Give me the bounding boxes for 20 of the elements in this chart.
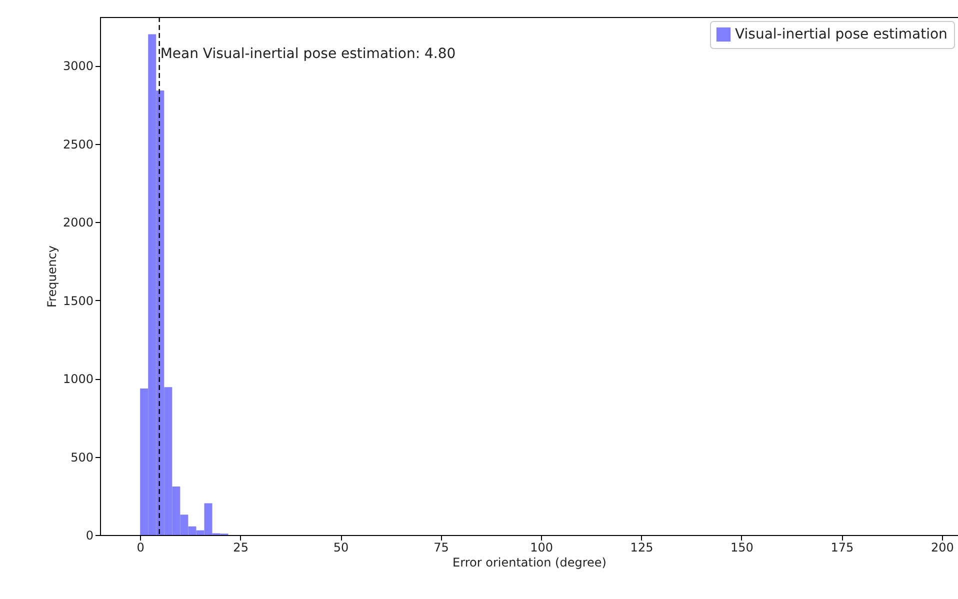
x-tick-label: 25 [233,540,248,554]
x-tick-label: 75 [434,540,449,554]
y-tick-label: 1500 [62,294,94,308]
x-tick-label: 200 [931,540,954,554]
y-tick-label: 500 [70,450,94,464]
legend-label: Visual-inertial pose estimation [735,26,948,42]
x-tick-label: 125 [630,540,654,554]
y-tick-label: 3000 [62,59,94,74]
x-tick-label: 175 [830,540,854,554]
x-tick-label: 0 [136,540,144,554]
x-tick-label: 100 [530,540,553,554]
y-tick-label: 2500 [62,137,94,152]
y-tick-label: 0 [86,528,94,542]
x-tick-label: 50 [333,540,349,554]
y-tick-label: 1000 [62,372,94,386]
x-tick-label: 150 [730,540,754,554]
y-axis-title: Frequency [44,246,59,308]
ref-line-label: Mean Visual-inertial pose estimation: 4.80 [160,46,456,62]
y-tick-label: 2000 [62,216,94,230]
x-axis-title: Error orientation (degree) [452,556,606,570]
